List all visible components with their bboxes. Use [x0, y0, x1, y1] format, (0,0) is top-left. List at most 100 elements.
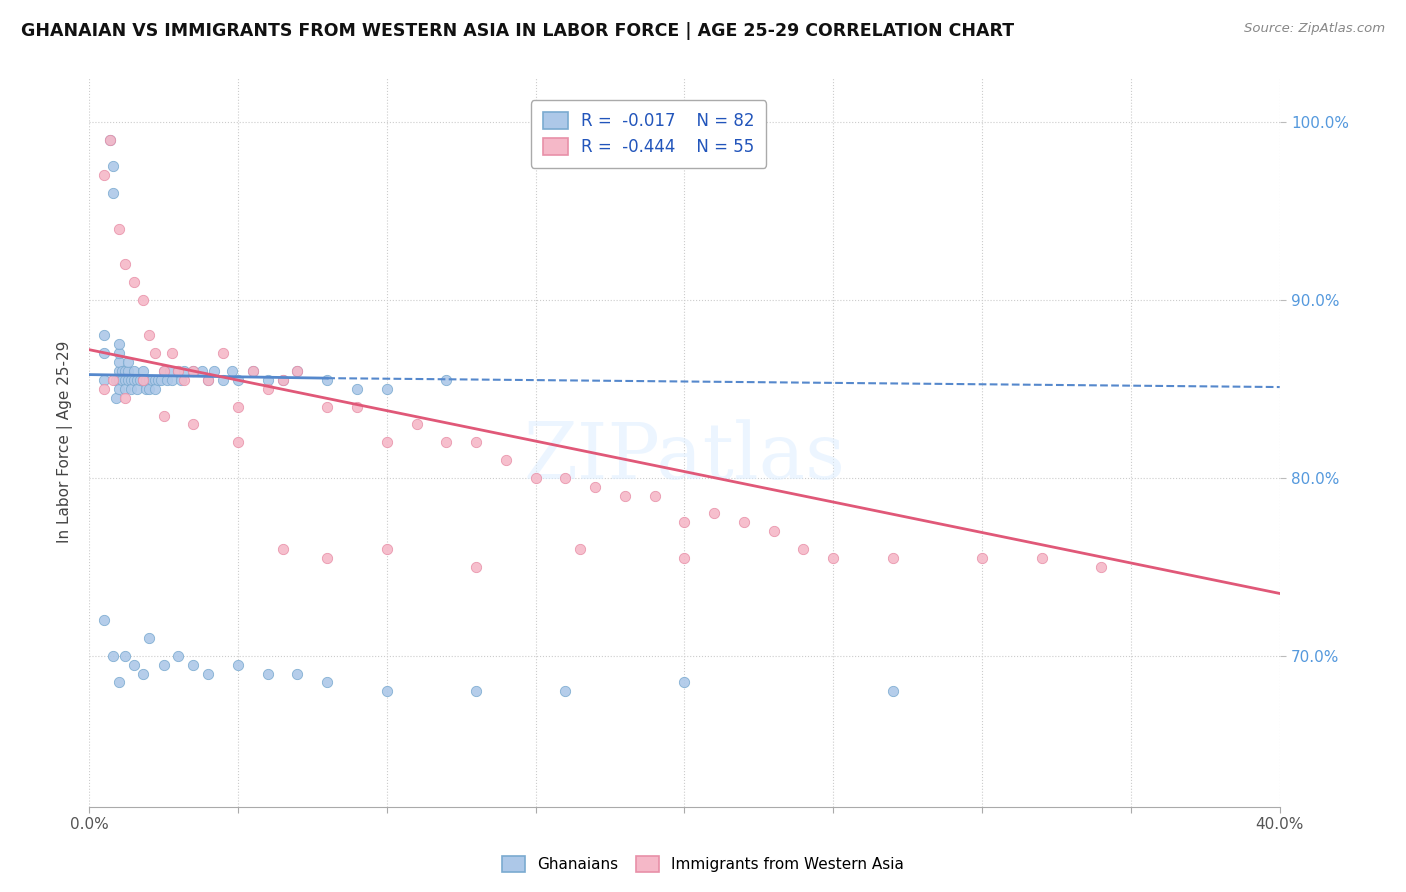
- Point: [271, 373, 294, 387]
- Point: [117, 364, 139, 378]
- Point: [733, 516, 755, 530]
- Point: [375, 684, 398, 698]
- Point: [132, 666, 155, 681]
- Point: [465, 559, 488, 574]
- Point: [173, 364, 195, 378]
- Point: [114, 364, 136, 378]
- Point: [613, 489, 636, 503]
- Point: [465, 684, 488, 698]
- Point: [375, 435, 398, 450]
- Point: [162, 373, 184, 387]
- Point: [162, 346, 184, 360]
- Point: [183, 417, 205, 432]
- Point: [138, 373, 160, 387]
- Point: [111, 373, 134, 387]
- Point: [114, 648, 136, 663]
- Point: [167, 364, 190, 378]
- Point: [170, 373, 193, 387]
- Point: [226, 373, 249, 387]
- Point: [143, 346, 166, 360]
- Point: [212, 346, 235, 360]
- Point: [167, 364, 190, 378]
- Point: [346, 382, 368, 396]
- Point: [108, 675, 131, 690]
- Point: [152, 364, 174, 378]
- Legend: Ghanaians, Immigrants from Western Asia: Ghanaians, Immigrants from Western Asia: [494, 848, 912, 880]
- Point: [114, 373, 136, 387]
- Point: [132, 364, 155, 378]
- Point: [138, 328, 160, 343]
- Point: [98, 133, 121, 147]
- Point: [143, 373, 166, 387]
- Point: [375, 541, 398, 556]
- Point: [226, 400, 249, 414]
- Point: [93, 169, 115, 183]
- Point: [434, 435, 457, 450]
- Point: [256, 666, 278, 681]
- Point: [152, 657, 174, 672]
- Y-axis label: In Labor Force | Age 25-29: In Labor Force | Age 25-29: [58, 341, 73, 543]
- Point: [1090, 559, 1112, 574]
- Point: [135, 373, 157, 387]
- Point: [256, 382, 278, 396]
- Point: [583, 480, 606, 494]
- Point: [141, 373, 163, 387]
- Point: [132, 373, 155, 387]
- Point: [673, 550, 696, 565]
- Point: [98, 133, 121, 147]
- Point: [104, 391, 127, 405]
- Point: [108, 364, 131, 378]
- Point: [108, 355, 131, 369]
- Point: [138, 382, 160, 396]
- Point: [271, 373, 294, 387]
- Point: [346, 400, 368, 414]
- Point: [159, 364, 181, 378]
- Point: [183, 364, 205, 378]
- Point: [221, 364, 243, 378]
- Point: [271, 541, 294, 556]
- Point: [316, 675, 339, 690]
- Point: [495, 453, 517, 467]
- Point: [882, 684, 904, 698]
- Point: [132, 373, 155, 387]
- Point: [149, 373, 172, 387]
- Point: [191, 364, 214, 378]
- Point: [152, 409, 174, 423]
- Point: [644, 489, 666, 503]
- Point: [792, 541, 814, 556]
- Point: [93, 373, 115, 387]
- Text: GHANAIAN VS IMMIGRANTS FROM WESTERN ASIA IN LABOR FORCE | AGE 25-29 CORRELATION : GHANAIAN VS IMMIGRANTS FROM WESTERN ASIA…: [21, 22, 1014, 40]
- Point: [287, 364, 309, 378]
- Point: [93, 613, 115, 627]
- Point: [173, 373, 195, 387]
- Point: [882, 550, 904, 565]
- Point: [256, 373, 278, 387]
- Point: [242, 364, 264, 378]
- Point: [111, 364, 134, 378]
- Point: [287, 364, 309, 378]
- Legend: R =  -0.017    N = 82, R =  -0.444    N = 55: R = -0.017 N = 82, R = -0.444 N = 55: [531, 101, 766, 168]
- Point: [104, 373, 127, 387]
- Point: [197, 666, 219, 681]
- Point: [202, 364, 225, 378]
- Point: [375, 382, 398, 396]
- Point: [823, 550, 845, 565]
- Point: [316, 373, 339, 387]
- Point: [316, 550, 339, 565]
- Point: [569, 541, 592, 556]
- Point: [93, 328, 115, 343]
- Point: [122, 275, 145, 289]
- Point: [117, 355, 139, 369]
- Point: [673, 516, 696, 530]
- Text: ZIPatlas: ZIPatlas: [523, 419, 845, 495]
- Point: [108, 221, 131, 235]
- Point: [183, 364, 205, 378]
- Point: [122, 364, 145, 378]
- Point: [197, 373, 219, 387]
- Point: [93, 346, 115, 360]
- Point: [197, 373, 219, 387]
- Point: [143, 382, 166, 396]
- Point: [167, 648, 190, 663]
- Point: [146, 373, 169, 387]
- Point: [114, 257, 136, 271]
